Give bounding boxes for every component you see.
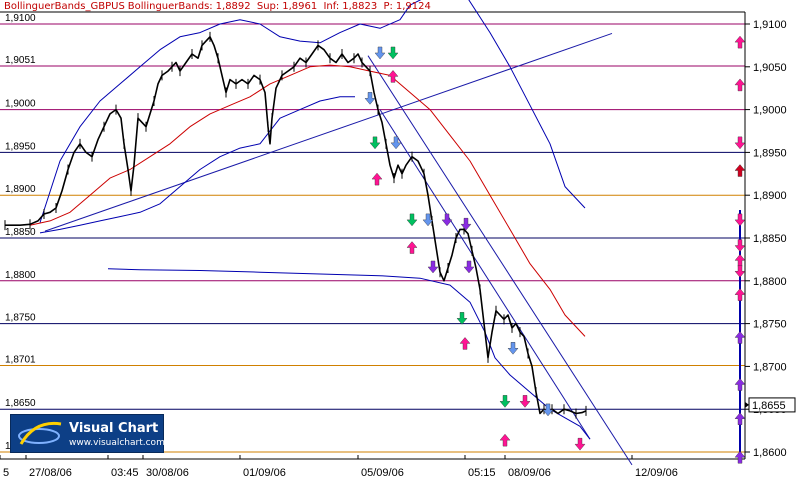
signal-arrow-down bbox=[734, 239, 746, 252]
sup-value: 1,8961 bbox=[282, 1, 318, 12]
inf-label: Inf: bbox=[323, 1, 340, 12]
p-value: 1,9124 bbox=[395, 1, 431, 12]
signal-arrow-down bbox=[499, 395, 511, 408]
upper-band-line bbox=[39, 0, 586, 223]
x-tick-label: 05/09/06 bbox=[361, 467, 404, 479]
y-tick-label-right: 1,9100 bbox=[753, 19, 787, 31]
indicator-name: BollinguerBands_GBPUS bbox=[4, 1, 125, 12]
y-tick-label-left: 1,8950 bbox=[5, 141, 36, 152]
indicator-header: BollinguerBands_GBPUS BollinguerBands: 1,8… bbox=[4, 1, 434, 12]
x-tick-label: 01/09/06 bbox=[243, 467, 286, 479]
signal-arrow-up bbox=[734, 412, 746, 425]
y-tick-label-left: 1,8650 bbox=[5, 398, 36, 409]
signal-arrow-up bbox=[734, 288, 746, 301]
signal-arrow-down bbox=[456, 312, 468, 325]
signal-arrow-up bbox=[387, 70, 399, 83]
y-tick-label-right: 1,9050 bbox=[753, 62, 787, 74]
y-tick-label-right: 1,8750 bbox=[753, 319, 787, 331]
y-tick-label-right: 1,8600 bbox=[753, 447, 787, 459]
signal-arrow-down bbox=[734, 265, 746, 278]
y-tick-label-left: 1,9051 bbox=[5, 55, 36, 66]
x-tick-label: 30/08/06 bbox=[146, 467, 189, 479]
lower-band-line bbox=[39, 96, 355, 234]
signal-arrow-up bbox=[459, 337, 471, 350]
signal-arrow-down bbox=[406, 213, 418, 227]
signal-arrow-down bbox=[519, 395, 531, 408]
plot-area bbox=[0, 12, 745, 459]
signal-arrow-up bbox=[734, 450, 746, 464]
y-tick-label-left: 1,8800 bbox=[5, 270, 36, 281]
y-tick-label-right: 1,8700 bbox=[753, 361, 787, 373]
signal-arrow-down bbox=[427, 260, 439, 274]
signal-arrow-down bbox=[390, 136, 402, 150]
x-tick-label: 03:45 bbox=[111, 467, 139, 479]
trendline bbox=[379, 109, 591, 440]
signal-arrow-up bbox=[734, 378, 746, 391]
y-tick-label-right: 1,9000 bbox=[753, 105, 787, 117]
signal-arrow-up bbox=[371, 172, 383, 186]
signal-arrow-down bbox=[463, 260, 475, 274]
signal-arrow-down bbox=[422, 213, 434, 227]
y-tick-label-left: 1,8850 bbox=[5, 227, 36, 238]
price-tag-pointer bbox=[745, 401, 749, 408]
y-tick-label-right: 1,8950 bbox=[753, 147, 787, 159]
signal-arrow-up bbox=[734, 35, 746, 49]
signal-arrow-down bbox=[734, 136, 746, 150]
logo-swoosh-icon bbox=[18, 421, 62, 445]
signal-arrow-down bbox=[369, 136, 381, 150]
signal-arrow-down bbox=[734, 213, 746, 227]
signal-arrow-up bbox=[406, 241, 418, 254]
y-tick-label-left: 1,8900 bbox=[5, 184, 36, 195]
p-label: P: bbox=[383, 1, 393, 12]
inf-value: 1,8823 bbox=[342, 1, 378, 12]
logo-title: Visual Chart bbox=[69, 421, 159, 436]
indicator-value: 1,8892 bbox=[215, 1, 251, 12]
moving-average-line bbox=[29, 64, 586, 337]
signal-arrow-down bbox=[507, 342, 519, 355]
signal-arrow-down bbox=[460, 217, 472, 231]
x-tick-label: 05:15 bbox=[468, 467, 496, 479]
y-tick-label-right: 1,8850 bbox=[753, 233, 787, 245]
signal-arrow-up bbox=[499, 433, 511, 447]
sup-label: Sup: bbox=[256, 1, 280, 12]
y-tick-label-left: 1,9000 bbox=[5, 99, 36, 110]
signal-arrow-down bbox=[374, 46, 386, 60]
signal-arrow-down bbox=[542, 403, 554, 417]
y-tick-label-right: 1,8800 bbox=[753, 276, 787, 288]
visual-chart-logo: Visual Chart www.visualchart.com bbox=[10, 414, 165, 453]
y-tick-label-left: 1,8701 bbox=[5, 355, 36, 366]
trendline bbox=[44, 32, 613, 232]
logo-url: www.visualchart.com bbox=[69, 438, 165, 448]
price-tag-label: 1,8655 bbox=[752, 400, 786, 412]
signal-arrow-down bbox=[441, 213, 453, 227]
signal-arrow-up bbox=[734, 164, 746, 177]
y-tick-label-left: 1,9100 bbox=[5, 13, 36, 24]
signal-arrow-down bbox=[574, 437, 586, 451]
signal-arrow-down bbox=[364, 92, 376, 105]
x-tick-label: 08/09/06 bbox=[508, 467, 551, 479]
signal-arrow-up bbox=[734, 331, 746, 344]
y-tick-label-left: 1,8750 bbox=[5, 313, 36, 324]
x-tick-label: 27/08/06 bbox=[29, 467, 72, 479]
y-tick-label-right: 1,8900 bbox=[753, 190, 787, 202]
trendline bbox=[367, 55, 633, 466]
signal-arrow-down bbox=[387, 46, 399, 60]
signal-arrow-up bbox=[734, 78, 746, 92]
x-tick-label: 5 bbox=[3, 467, 9, 479]
x-tick-label: 12/09/06 bbox=[635, 467, 678, 479]
indicator-title: BollinguerBands: bbox=[127, 1, 213, 12]
